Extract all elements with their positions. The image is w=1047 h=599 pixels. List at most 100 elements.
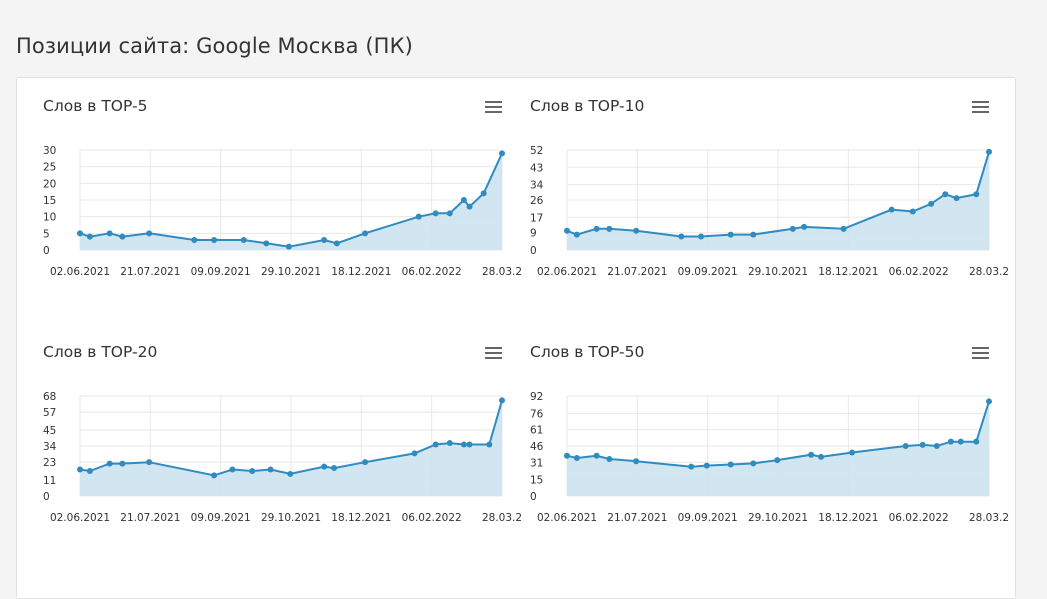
- data-point: [928, 200, 935, 207]
- y-tick-label: 61: [530, 425, 543, 437]
- y-tick-label: 57: [43, 407, 56, 419]
- data-point: [986, 148, 992, 155]
- y-tick-label: 31: [530, 457, 543, 469]
- data-point: [267, 466, 274, 473]
- data-point: [146, 459, 153, 466]
- data-point: [919, 441, 926, 448]
- x-tick-label: 29.10.2021: [261, 266, 321, 278]
- y-tick-label: 68: [43, 391, 56, 403]
- data-point: [119, 460, 126, 467]
- chart-top50: Слов в TOP-50 0 15 31 46 61 76 92 02.06.2021 21.…: [504, 324, 1009, 564]
- chart-menu-icon[interactable]: [485, 100, 503, 114]
- data-point: [460, 197, 467, 203]
- data-point: [774, 457, 781, 464]
- data-point: [146, 230, 153, 237]
- data-point: [415, 213, 422, 220]
- data-point: [573, 454, 580, 461]
- data-point: [362, 230, 369, 237]
- data-point: [331, 465, 338, 472]
- data-point: [973, 438, 980, 445]
- x-tick-label: 29.10.2021: [748, 512, 808, 524]
- chart-top5: Слов в TOP-5 0 5 10 15 20 25 30 02.06.2021 21.07…: [17, 78, 522, 318]
- chart-menu-icon[interactable]: [485, 346, 503, 360]
- data-point: [818, 453, 825, 460]
- x-tick-label: 09.09.2021: [678, 266, 738, 278]
- data-point: [888, 206, 895, 213]
- data-point: [973, 191, 980, 198]
- data-point: [727, 461, 734, 468]
- series-area: [567, 401, 989, 496]
- y-tick-label: 34: [43, 441, 57, 453]
- x-tick-label: 18.12.2021: [331, 512, 391, 524]
- x-tick-label: 18.12.2021: [331, 266, 391, 278]
- y-tick-label: 5: [43, 228, 50, 240]
- x-tick-label: 29.10.2021: [748, 266, 808, 278]
- data-point: [446, 440, 453, 447]
- data-point: [606, 225, 613, 232]
- chart-plot: 0 11 23 34 45 57 68 02.06.2021 21.07.2021 09.09.2…: [43, 391, 522, 524]
- data-point: [499, 397, 505, 404]
- x-tick-label: 21.07.2021: [607, 266, 667, 278]
- data-point: [466, 203, 473, 210]
- chart-plot: 0 5 10 15 20 25 30 02.06.2021 21.07.2021 09.09.20…: [43, 145, 522, 278]
- y-tick-label: 15: [530, 475, 543, 487]
- data-point: [229, 466, 236, 473]
- data-point: [564, 452, 570, 459]
- data-point: [466, 441, 473, 448]
- data-point: [119, 233, 126, 240]
- x-tick-label: 06.02.2022: [402, 512, 462, 524]
- data-point: [750, 460, 757, 467]
- y-tick-label: 52: [530, 145, 543, 157]
- y-tick-label: 20: [43, 178, 56, 190]
- chart-menu-icon[interactable]: [972, 346, 990, 360]
- y-tick-label: 9: [530, 228, 537, 240]
- y-tick-label: 45: [43, 425, 56, 437]
- x-tick-label: 18.12.2021: [818, 266, 878, 278]
- page-title: Позиции сайта: Google Москва (ПК): [16, 34, 413, 58]
- data-point: [573, 231, 580, 238]
- x-tick-label: 02.06.2021: [50, 512, 110, 524]
- chart-menu-icon[interactable]: [972, 100, 990, 114]
- chart-title: Слов в TOP-20: [43, 343, 158, 361]
- data-point: [106, 230, 113, 237]
- data-point: [688, 463, 695, 470]
- y-tick-label: 0: [43, 245, 50, 257]
- x-tick-label: 09.09.2021: [191, 512, 251, 524]
- data-point: [902, 443, 909, 449]
- series-line: [79, 152, 503, 248]
- data-point: [411, 450, 418, 457]
- x-tick-label: 21.07.2021: [607, 512, 667, 524]
- x-tick-label: 02.06.2021: [537, 512, 597, 524]
- y-tick-label: 0: [43, 491, 50, 503]
- data-point: [593, 225, 600, 232]
- x-tick-label: 21.07.2021: [120, 266, 180, 278]
- x-tick-label: 28.03.2: [482, 512, 522, 524]
- y-tick-label: 26: [530, 195, 544, 207]
- data-point: [933, 443, 940, 449]
- y-tick-label: 25: [43, 162, 56, 174]
- data-point: [321, 463, 328, 470]
- data-point: [432, 441, 439, 448]
- x-tick-label: 28.03.2: [482, 266, 522, 278]
- data-point: [333, 240, 340, 247]
- data-point: [801, 223, 808, 230]
- y-tick-label: 23: [43, 457, 56, 469]
- y-tick-label: 0: [530, 491, 537, 503]
- chart-title: Слов в TOP-50: [530, 343, 645, 361]
- series-area: [80, 153, 502, 250]
- chart-plot: 0 15 31 46 61 76 92 02.06.2021 21.07.2021 09.09.2…: [530, 391, 1009, 524]
- data-point: [263, 240, 270, 247]
- y-tick-label: 0: [530, 245, 537, 257]
- data-point: [211, 472, 218, 479]
- chart-title: Слов в TOP-5: [43, 97, 148, 115]
- data-point: [593, 452, 600, 459]
- data-point: [750, 231, 757, 238]
- chart-top20: Слов в TOP-20 0 11 23 34 45 57 68 02.06.2021 21.…: [17, 324, 522, 564]
- x-tick-label: 06.02.2022: [402, 266, 462, 278]
- y-tick-label: 17: [530, 212, 543, 224]
- y-tick-label: 92: [530, 391, 543, 403]
- data-point: [840, 225, 847, 232]
- y-tick-label: 11: [43, 475, 56, 487]
- data-point: [446, 210, 453, 217]
- data-point: [727, 231, 734, 238]
